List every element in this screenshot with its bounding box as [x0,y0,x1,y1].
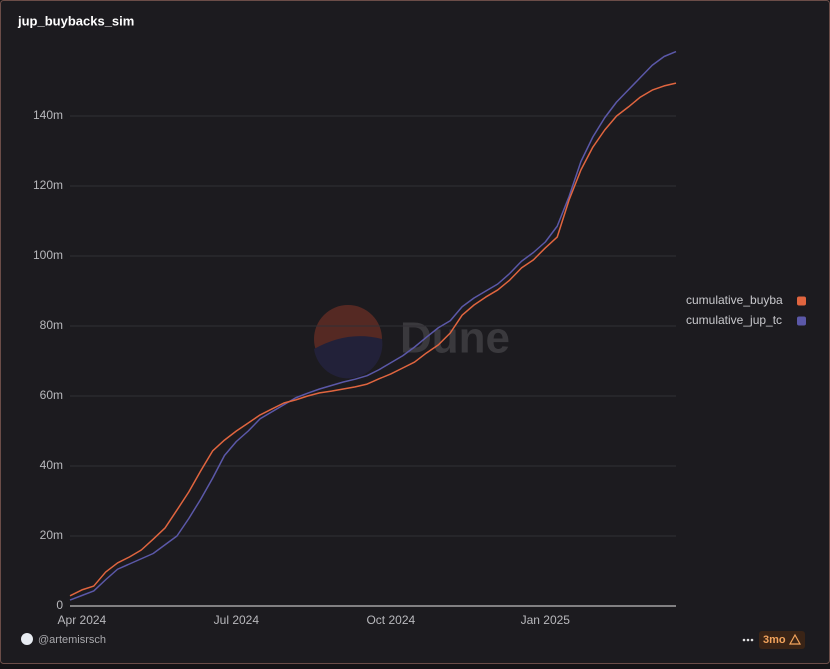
badge: 3mo [763,634,786,646]
logo-circle [314,305,382,373]
watermark-text: Dune [400,314,510,363]
more-icon[interactable] [742,638,754,642]
warning-icon [788,633,802,645]
x-tick-label: Oct 2024 [366,613,415,627]
y-tick-label: 20m [40,528,63,542]
x-tick-label: Apr 2024 [58,613,107,627]
y-tick-label: 100m [33,248,63,262]
y-tick-label: 140m [33,108,63,122]
legend-swatch [797,316,806,326]
y-tick-label: 120m [33,178,63,192]
legend-label: cumulative_jup_tc [686,313,782,327]
y-tick-label: 80m [40,318,63,332]
x-tick-label: Jan 2025 [521,613,571,627]
y-tick-label: 60m [40,388,63,402]
chart-title: jup_buybacks_sim [17,13,134,28]
author-avatar [21,633,33,645]
logo-wave [314,336,383,379]
watermark-logo [314,305,383,379]
series-line [69,50,677,601]
y-tick-label: 40m [40,458,63,472]
legend-swatch [797,296,806,306]
y-tick-label: 0 [56,598,63,612]
series-line [69,82,677,597]
author: @artemisrsch [38,634,106,646]
x-tick-label: Jul 2024 [214,613,260,627]
legend-label: cumulative_buyba [686,293,783,307]
